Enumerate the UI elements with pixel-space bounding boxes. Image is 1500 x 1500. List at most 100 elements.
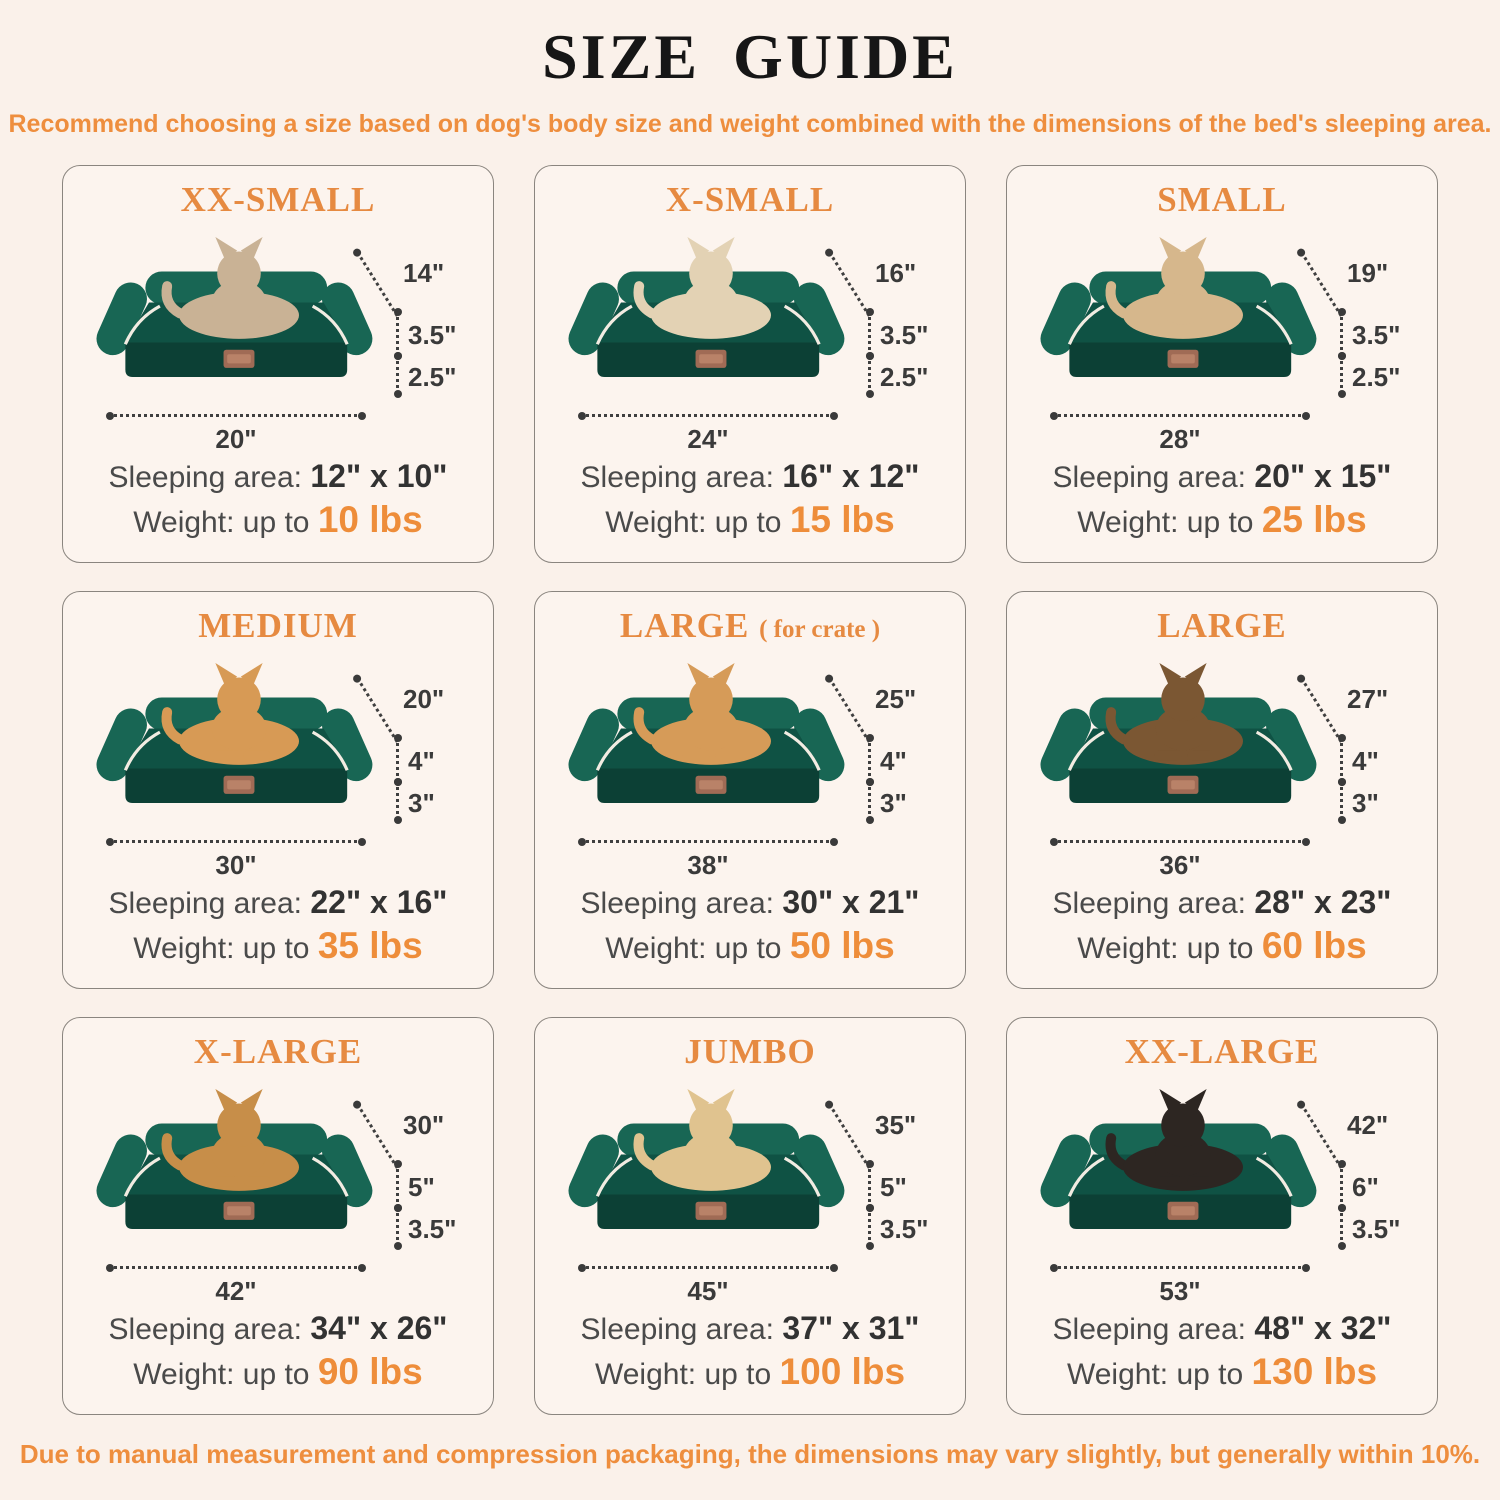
- sleeping-area-value: 34" x 26": [310, 1310, 448, 1346]
- base-height-dimension-label: 3": [880, 788, 907, 818]
- page-subtitle: Recommend choosing a size based on dog's…: [8, 110, 1492, 138]
- width-dimension-line: [1050, 1263, 1310, 1272]
- sleeping-area-line: Sleeping area: 48" x 32": [1007, 1310, 1437, 1347]
- weight-value: 60 lbs: [1261, 925, 1367, 966]
- width-dimension-label: 42": [215, 1276, 257, 1306]
- width-dimension-label: 53": [1159, 1276, 1201, 1306]
- diagonal-dimension-label: 25": [875, 684, 917, 714]
- diagonal-dimension-label: 20": [403, 684, 445, 714]
- base-height-dimension-label: 2.5": [880, 362, 929, 392]
- size-name: XX-LARGE: [1007, 1032, 1437, 1076]
- up-to-label: up to: [714, 506, 782, 539]
- up-to-label: up to: [1176, 1358, 1244, 1391]
- page-footer-note: Due to manual measurement and compressio…: [19, 1439, 1481, 1469]
- page-title: SIZE GUIDE: [542, 21, 958, 92]
- weight-line: Weight: up to 35 lbs: [63, 925, 493, 967]
- sleeping-area-line: Sleeping area: 28" x 23": [1007, 884, 1437, 921]
- width-dimension-line: [1050, 837, 1310, 846]
- weight-line: Weight: up to 50 lbs: [535, 925, 965, 967]
- weight-label: Weight:: [605, 506, 707, 539]
- sleeping-area-label: Sleeping area:: [580, 461, 775, 494]
- bed-figure: 16" 3.5" 2.5" 24": [535, 224, 965, 454]
- up-to-label: up to: [242, 506, 310, 539]
- weight-line: Weight: up to 25 lbs: [1007, 499, 1437, 541]
- base-height-dimension-line: [1337, 352, 1346, 398]
- size-name-text: SMALL: [1157, 180, 1287, 219]
- weight-label: Weight:: [605, 932, 707, 965]
- base-height-dimension-label: 3": [408, 788, 435, 818]
- size-card: XX-LARGE 42" 6" 3.5" 53" Sleeping area: …: [1006, 1017, 1438, 1415]
- size-card: XX-SMALL 14" 3.5" 2.5" 20" Sleeping area…: [62, 165, 494, 563]
- width-dimension-line: [578, 411, 838, 420]
- bolster-height-dimension-line: [865, 734, 874, 786]
- base-height-dimension-label: 3": [1352, 788, 1379, 818]
- bolster-height-dimension-line: [865, 1160, 874, 1212]
- sleeping-area-value: 48" x 32": [1254, 1310, 1392, 1346]
- base-height-dimension-label: 3.5": [880, 1214, 929, 1244]
- size-card: LARGE 27" 4" 3" 36" Sleeping area: 28" x…: [1006, 591, 1438, 989]
- size-name-text: LARGE: [619, 606, 750, 645]
- bolster-height-dimension-label: 3.5": [408, 320, 457, 350]
- base-height-dimension-line: [865, 778, 874, 824]
- dog-bed-illustration: [1035, 1078, 1322, 1231]
- width-dimension-line: [578, 1263, 838, 1272]
- size-name: MEDIUM: [63, 606, 493, 650]
- dog-bed-illustration: [91, 652, 378, 805]
- sleeping-area-value: 22" x 16": [310, 884, 448, 920]
- bolster-height-dimension-line: [393, 1160, 402, 1212]
- dog-bed-illustration: [1035, 226, 1322, 379]
- up-to-label: up to: [242, 932, 310, 965]
- bolster-height-dimension-label: 4": [1352, 746, 1379, 776]
- diagonal-dimension-label: 16": [875, 258, 917, 288]
- weight-line: Weight: up to 10 lbs: [63, 499, 493, 541]
- width-dimension-line: [106, 411, 366, 420]
- width-dimension-label: 38": [687, 850, 729, 880]
- weight-line: Weight: up to 100 lbs: [535, 1351, 965, 1393]
- dog-bed-illustration: [563, 652, 850, 805]
- dog-bed-illustration: [1035, 652, 1322, 805]
- base-height-dimension-label: 2.5": [1352, 362, 1401, 392]
- weight-line: Weight: up to 60 lbs: [1007, 925, 1437, 967]
- bed-figure: 19" 3.5" 2.5" 28": [1007, 224, 1437, 454]
- up-to-label: up to: [714, 932, 782, 965]
- size-name: SMALL: [1007, 180, 1437, 224]
- bolster-height-dimension-line: [1337, 734, 1346, 786]
- bed-figure: 14" 3.5" 2.5" 20": [63, 224, 493, 454]
- width-dimension-line: [1050, 411, 1310, 420]
- size-name: X-LARGE: [63, 1032, 493, 1076]
- sleeping-area-line: Sleeping area: 20" x 15": [1007, 458, 1437, 495]
- size-card: LARGE ( for crate ) 25" 4" 3" 38" Sleepi…: [534, 591, 966, 989]
- weight-value: 15 lbs: [789, 499, 895, 540]
- bolster-height-dimension-line: [1337, 1160, 1346, 1212]
- weight-line: Weight: up to 130 lbs: [1007, 1351, 1437, 1393]
- bolster-height-dimension-label: 5": [408, 1172, 435, 1202]
- size-card: SMALL 19" 3.5" 2.5" 28" Sleeping area: 2…: [1006, 165, 1438, 563]
- sleeping-area-line: Sleeping area: 37" x 31": [535, 1310, 965, 1347]
- weight-label: Weight:: [594, 1358, 697, 1391]
- up-to-label: up to: [1186, 506, 1254, 539]
- sleeping-area-value: 37" x 31": [782, 1310, 920, 1346]
- bolster-height-dimension-label: 4": [408, 746, 435, 776]
- bolster-height-dimension-label: 5": [880, 1172, 907, 1202]
- bed-figure: 35" 5" 3.5" 45": [535, 1076, 965, 1306]
- width-dimension-line: [578, 837, 838, 846]
- size-name: JUMBO: [535, 1032, 965, 1076]
- sleeping-area-label: Sleeping area:: [1052, 1313, 1247, 1346]
- bolster-height-dimension-label: 4": [880, 746, 907, 776]
- base-height-dimension-line: [393, 778, 402, 824]
- bed-figure: 42" 6" 3.5" 53": [1007, 1076, 1437, 1306]
- dog-bed-illustration: [91, 1078, 378, 1231]
- base-height-dimension-label: 3.5": [408, 1214, 457, 1244]
- dog-bed-illustration: [563, 1078, 850, 1231]
- sleeping-area-label: Sleeping area:: [108, 1313, 303, 1346]
- bolster-height-dimension-line: [865, 308, 874, 360]
- sleeping-area-line: Sleeping area: 12" x 10": [63, 458, 493, 495]
- base-height-dimension-line: [1337, 1204, 1346, 1250]
- size-name-text: XX-LARGE: [1124, 1032, 1320, 1071]
- sleeping-area-line: Sleeping area: 16" x 12": [535, 458, 965, 495]
- bolster-height-dimension-line: [393, 734, 402, 786]
- size-name-text: X-LARGE: [193, 1032, 363, 1071]
- width-dimension-label: 45": [687, 1276, 729, 1306]
- base-height-dimension-line: [865, 352, 874, 398]
